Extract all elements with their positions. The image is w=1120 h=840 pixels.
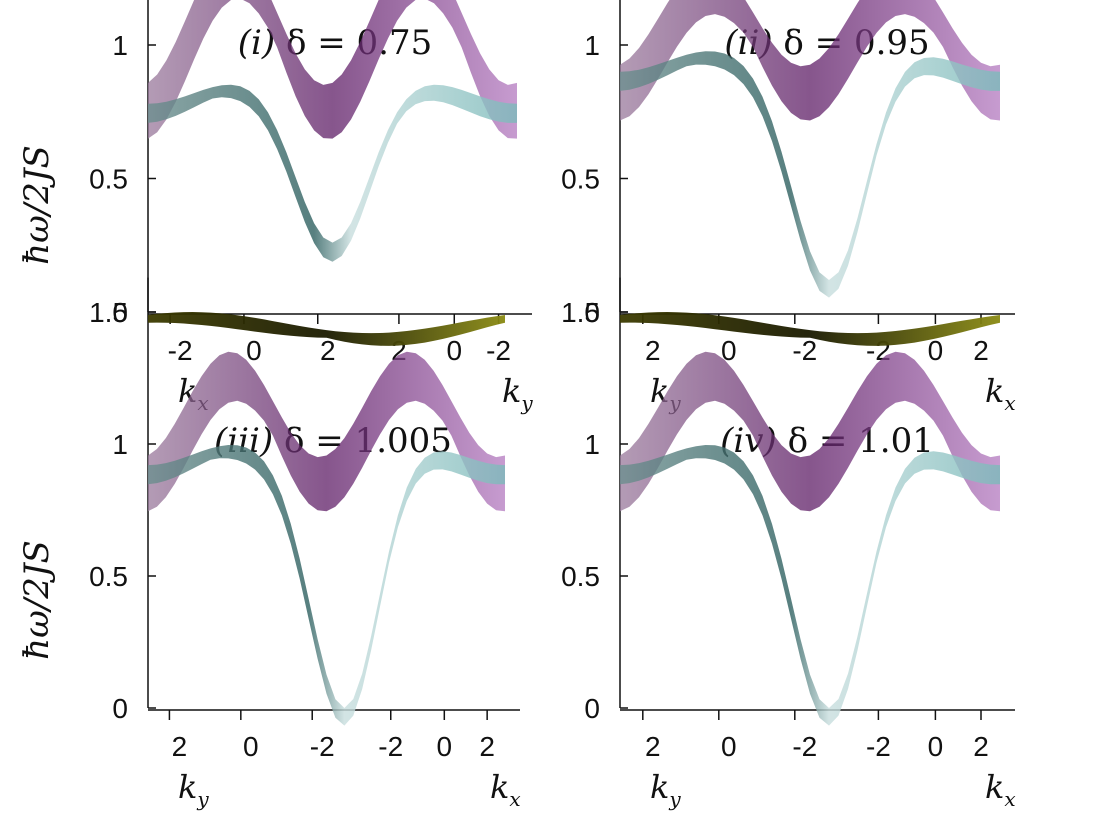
x-tick-label: -2 <box>378 731 403 762</box>
y-tick-label: 1 <box>584 30 600 61</box>
x-tick-label: 0 <box>721 731 737 762</box>
band-middle <box>620 0 1000 121</box>
x-tick-label: 2 <box>645 731 661 762</box>
panel-title: (i) δ = 0.75 <box>238 23 433 63</box>
x-tick-label: 2 <box>645 335 661 366</box>
x-tick-label: -2 <box>866 731 891 762</box>
axis-label-right: ky <box>502 372 533 415</box>
x-tick-label: -2 <box>792 731 817 762</box>
x-tick-label: 0 <box>928 731 944 762</box>
y-tick-label: 0.5 <box>89 164 128 195</box>
band-middle <box>148 351 505 512</box>
x-tick-label: -2 <box>168 335 193 366</box>
y-tick-label: 0.5 <box>561 164 600 195</box>
band-middle <box>620 351 1000 512</box>
band-top <box>148 312 505 346</box>
band-middle <box>148 0 517 139</box>
x-tick-label: 0 <box>243 731 259 762</box>
x-tick-label: -2 <box>310 731 335 762</box>
band-bottom <box>148 445 505 726</box>
y-axis-label: ħω/2JS <box>17 540 57 660</box>
x-tick-label: 0 <box>446 335 462 366</box>
axis-label-right: kx <box>985 372 1016 415</box>
x-tick-label: 2 <box>320 335 336 366</box>
x-tick-label: -2 <box>792 335 817 366</box>
y-tick-label: 0 <box>584 297 600 328</box>
x-tick-label: 0 <box>437 731 453 762</box>
x-tick-label: 0 <box>246 335 262 366</box>
axis-label-right: kx <box>490 768 521 811</box>
y-tick-label: 1.5 <box>561 297 600 328</box>
y-tick-label: 1 <box>112 30 128 61</box>
y-tick-label: 0 <box>584 693 600 724</box>
x-tick-label: 0 <box>928 335 944 366</box>
y-axis-label: ħω/2JS <box>17 145 57 265</box>
y-tick-label: 1 <box>112 429 128 460</box>
x-tick-label: 2 <box>973 731 989 762</box>
x-tick-label: 2 <box>479 731 495 762</box>
y-tick-label: 0 <box>112 693 128 724</box>
y-tick-label: 1 <box>584 429 600 460</box>
band-bottom <box>148 84 517 262</box>
x-tick-label: 2 <box>973 335 989 366</box>
y-tick-label: 0.5 <box>89 561 128 592</box>
y-tick-label: 0 <box>112 297 128 328</box>
x-tick-label: 0 <box>721 335 737 366</box>
x-tick-label: 2 <box>172 731 188 762</box>
axis-label-right: kx <box>985 768 1016 811</box>
y-tick-label: 0.5 <box>561 561 600 592</box>
axis-label-left: ky <box>178 768 209 811</box>
band-bottom <box>620 445 1000 726</box>
x-tick-label: -2 <box>486 335 511 366</box>
panel-3: (iii) δ = 1.00500.511.5ħω/2JS20-2-202kyk… <box>17 277 521 811</box>
y-tick-label: 1.5 <box>89 297 128 328</box>
axis-label-left: ky <box>650 768 681 811</box>
band-top <box>620 312 1000 346</box>
band-bottom <box>620 51 1000 298</box>
